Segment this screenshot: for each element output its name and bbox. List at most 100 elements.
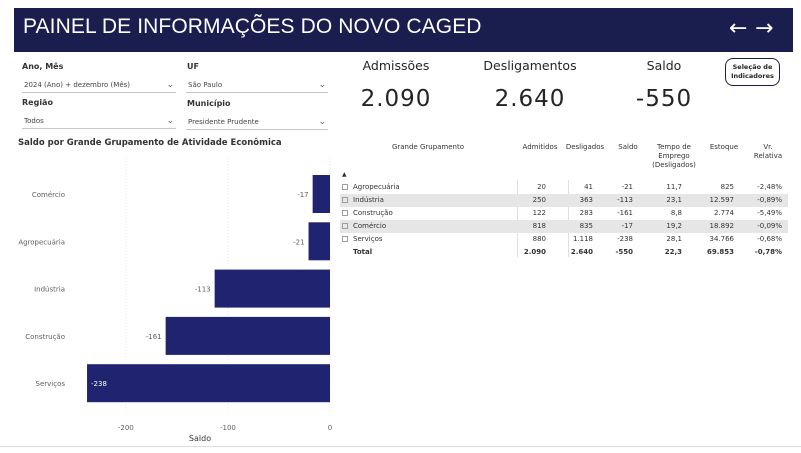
data-label: -21 [293,238,304,246]
kpi-saldo-label: Saldo [646,58,682,73]
cell-tempo: 22,3 [664,248,682,256]
column-divider [568,180,569,257]
cell-admitidos: 20 [537,183,546,191]
cell-vr: -0,68% [757,235,782,243]
cell-desligados: 283 [579,209,593,217]
col-header-tempo-line2: Emprego [658,152,690,160]
category-label: Indústria [34,286,65,294]
table-total-row[interactable]: Total 2.090 2.640 -550 22,3 69.853 -0,78% [340,246,788,259]
x-tick-label: -100 [220,424,236,432]
column-divider [517,180,518,257]
regiao-dropdown[interactable]: Todos ⌄ [22,114,176,129]
chart-title: Saldo por Grande Grupamento de Atividade… [18,138,282,148]
col-header-grupamento[interactable]: Grande Grupamento [391,143,465,151]
header-bar: PAINEL DE INFORMAÇÕES DO NOVO CAGED ← → [14,8,793,52]
table-row[interactable]: Agropecuária 20 41 -21 11,7 825 -2,48% [340,181,788,194]
municipio-value: Presidente Prudente [188,118,259,126]
bar-0[interactable] [312,175,330,213]
data-label: -238 [91,380,107,388]
cell-admitidos: 2.090 [523,248,546,256]
cell-grupamento: Serviços [353,235,383,243]
regiao-value: Todos [24,117,44,125]
ano-mes-value: 2024 (Ano) + dezembro (Mês) [24,81,131,89]
cell-saldo: -113 [617,196,633,204]
x-axis-title: Saldo [189,434,211,443]
cell-tempo: 23,1 [666,196,682,204]
table-row[interactable]: Serviços 880 1.118 -238 28,1 34.766 -0,68% [340,233,788,246]
cell-estoque: 34.766 [709,235,735,243]
expand-row-icon[interactable] [342,184,348,190]
filter-label-uf: UF [187,62,199,71]
col-header-tempo-line1: Tempo de [657,143,691,151]
expand-row-icon[interactable] [342,223,348,229]
cell-grupamento: Agropecuária [353,183,400,191]
col-header-tempo-emprego[interactable]: Tempo de Emprego (Desligados) [648,143,700,170]
cell-estoque: 2.774 [713,209,734,217]
cell-admitidos: 250 [532,196,546,204]
municipio-dropdown[interactable]: Presidente Prudente ⌄ [186,115,328,130]
cell-vr: -0,09% [757,222,782,230]
cell-desligados: 363 [579,196,593,204]
cell-estoque: 825 [720,183,734,191]
col-header-tempo-line3: (Desligados) [652,161,696,169]
col-header-vr-relativa[interactable]: Vr. Relativa [750,143,786,161]
cell-saldo: -550 [615,248,633,256]
table-row[interactable]: Comércio 818 835 -17 19,2 18.892 -0,09% [340,220,788,233]
cell-admitidos: 818 [532,222,546,230]
page-title: PAINEL DE INFORMAÇÕES DO NOVO CAGED [23,15,482,38]
category-label: Serviços [36,380,66,388]
cell-saldo: -21 [621,183,633,191]
cell-saldo: -238 [617,235,633,243]
table-row[interactable]: Construção 122 283 -161 8,8 2.774 -5,49% [340,207,788,220]
col-header-admitidos[interactable]: Admitidos [522,143,558,151]
cell-estoque: 18.892 [709,222,735,230]
category-label: Construção [25,333,65,341]
x-tick-label: 0 [328,424,332,432]
arrow-right-icon[interactable]: → [755,16,774,41]
col-header-desligados[interactable]: Desligados [565,143,605,151]
cell-saldo: -161 [617,209,633,217]
expand-row-icon[interactable] [342,236,348,242]
chevron-down-icon: ⌄ [318,117,326,127]
chevron-down-icon: ⌄ [318,80,326,90]
category-label: Comércio [32,191,65,199]
selecao-indicadores-button[interactable]: Seleção de Indicadores [725,58,780,86]
selecao-indicadores-line2: Indicadores [731,72,774,80]
kpi-desligamentos-label: Desligamentos [483,58,577,73]
x-tick-label: -200 [118,424,134,432]
uf-dropdown[interactable]: São Paulo ⌄ [186,78,328,93]
expand-row-icon[interactable] [342,197,348,203]
filter-label-regiao: Região [22,98,53,107]
bar-4[interactable] [87,364,331,403]
kpi-admissoes-label: Admissões [362,58,430,73]
cell-grupamento: Total [353,248,373,256]
cell-desligados: 1.118 [572,235,593,243]
chevron-down-icon: ⌄ [166,116,174,126]
data-label: -161 [146,333,162,341]
bar-2[interactable] [214,269,330,308]
selecao-indicadores-line1: Seleção de [732,63,773,71]
cell-vr: -2,48% [757,183,782,191]
cell-vr: -0,78% [754,248,782,256]
kpi-desligamentos-value: 2.640 [494,86,566,112]
chevron-down-icon: ⌄ [166,80,174,90]
bar-1[interactable] [308,222,330,261]
data-label: -17 [297,191,308,199]
sort-ascending-icon[interactable]: ▲ [342,171,347,178]
category-label: Agropecuária [18,238,65,246]
arrow-left-icon[interactable]: ← [729,16,748,41]
cell-grupamento: Indústria [353,196,384,204]
col-header-saldo[interactable]: Saldo [618,143,638,151]
col-header-estoque[interactable]: Estoque [709,143,739,151]
kpi-admissoes-value: 2.090 [360,86,432,112]
cell-estoque: 12.597 [709,196,735,204]
table-row[interactable]: Indústria 250 363 -113 23,1 12.597 -0,89% [340,194,788,207]
filter-label-ano-mes: Ano, Mês [22,62,64,71]
bar-3[interactable] [165,316,330,355]
col-header-vr-line1: Vr. [763,143,773,151]
expand-row-icon[interactable] [342,210,348,216]
ano-mes-dropdown[interactable]: 2024 (Ano) + dezembro (Mês) ⌄ [22,78,176,93]
cell-desligados: 2.640 [570,248,593,256]
cell-estoque: 69.853 [706,248,734,256]
saldo-bar-chart: Comércio -17 Agropecuária -21 Indústria -113 C… [18,158,332,443]
